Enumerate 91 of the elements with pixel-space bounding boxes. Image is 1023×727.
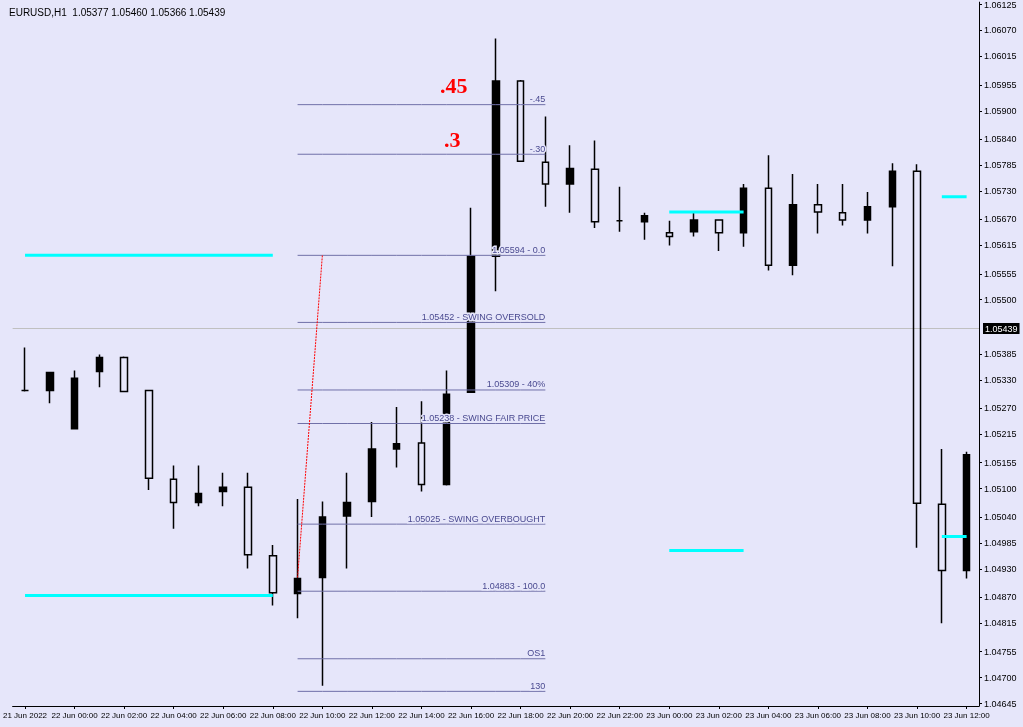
y-tick-label: 1.05955	[984, 79, 1017, 90]
x-tick-label: 22 Jun 06:00	[200, 710, 247, 720]
candlestick	[243, 471, 253, 570]
series-label: -.45	[529, 94, 546, 105]
y-tick-label: 1.05615	[984, 240, 1017, 251]
y-tick-label: 1.04870	[984, 592, 1017, 603]
annotation: .3	[444, 126, 461, 152]
candlestick	[912, 163, 922, 549]
candlestick	[739, 183, 748, 248]
ref-line-label: 1.05439	[985, 323, 1018, 334]
candlestick	[888, 162, 897, 267]
series-label: 1.05025 - SWING OVERBOUGHT	[407, 513, 546, 524]
candlestick	[392, 406, 401, 469]
y-tick-label: 1.04645	[984, 698, 1017, 709]
y-tick-label: 1.05500	[984, 294, 1017, 305]
candlestick	[70, 369, 79, 430]
x-tick-label: 22 Jun 14:00	[398, 710, 446, 720]
candlestick	[665, 220, 674, 247]
candlestick	[268, 544, 278, 607]
candlestick	[45, 371, 55, 404]
chart-title: EURUSD,H1 1.05377 1.05460 1.05366 1.05439	[9, 6, 226, 18]
candlestick	[565, 144, 575, 214]
candlestick	[318, 500, 327, 687]
candlestick	[962, 451, 971, 580]
x-tick-label: 23 Jun 06:00	[794, 710, 842, 720]
x-tick-label: 22 Jun 04:00	[150, 710, 198, 720]
x-tick-label: 23 Jun 08:00	[844, 710, 892, 720]
x-tick-label: 22 Jun 12:00	[348, 710, 396, 720]
y-tick-label: 1.05270	[984, 403, 1017, 414]
y-tick-label: 1.04755	[984, 646, 1017, 657]
y-tick-label: 1.06070	[984, 25, 1017, 36]
y-tick-label: 1.05330	[984, 375, 1017, 386]
y-tick-label: 1.05840	[984, 134, 1017, 145]
x-tick-label: 23 Jun 12:00	[943, 710, 991, 720]
candlestick	[689, 211, 699, 238]
candlestick	[20, 346, 30, 393]
candlestick	[838, 183, 847, 227]
y-tick-label: 1.05385	[984, 349, 1017, 360]
x-tick-label: 21 Jun 2022	[2, 710, 48, 720]
y-tick-label: 1.05785	[984, 160, 1017, 171]
y-tick-label: 1.06015	[984, 51, 1017, 62]
candlestick	[590, 139, 600, 229]
x-tick-label: 23 Jun 04:00	[745, 710, 793, 720]
y-tick-label: 1.04930	[984, 564, 1017, 575]
x-tick-label: 22 Jun 16:00	[447, 710, 495, 720]
candlestick	[788, 173, 798, 276]
candlestick	[119, 355, 129, 393]
candlestick	[367, 421, 377, 518]
x-tick-label: 22 Jun 22:00	[596, 710, 644, 720]
candlestick	[293, 498, 302, 619]
candlestick	[218, 471, 228, 507]
x-tick-label: 22 Jun 08:00	[249, 710, 297, 720]
y-tick-label: 1.05670	[984, 214, 1017, 225]
candlestick	[937, 448, 947, 625]
y-tick-label: 1.05155	[984, 457, 1017, 468]
series-label: -.30	[529, 143, 546, 154]
series-label: 1.05309 - 40%	[486, 379, 546, 390]
y-tick-label: 1.06125	[984, 0, 1017, 10]
x-tick-label: 22 Jun 18:00	[497, 710, 545, 720]
y-tick-label: 1.05100	[984, 483, 1017, 494]
y-tick-label: 1.04985	[984, 538, 1017, 549]
series-label: 1.04883 - 100.0	[482, 580, 546, 591]
series-label: OS1	[527, 648, 546, 659]
y-tick-label: 1.05040	[984, 512, 1017, 523]
candlestick	[516, 79, 525, 163]
candlestick	[813, 183, 823, 235]
y-tick-label: 1.05555	[984, 268, 1017, 279]
candlestick	[863, 191, 872, 235]
annotation: .45	[440, 72, 468, 98]
candlestick	[615, 186, 624, 233]
x-tick-label: 22 Jun 02:00	[100, 710, 148, 720]
candlestick	[640, 212, 649, 241]
candlestick	[144, 389, 154, 491]
candlestick	[169, 464, 178, 530]
x-tick-label: 23 Jun 00:00	[646, 710, 693, 720]
candlestick	[95, 353, 104, 388]
x-tick-label: 23 Jun 02:00	[695, 710, 743, 720]
x-tick-label: 22 Jun 00:00	[51, 710, 99, 720]
x-tick-label: 22 Jun 10:00	[299, 710, 347, 720]
y-tick-label: 1.05730	[984, 186, 1017, 197]
y-tick-label: 1.05215	[984, 429, 1017, 440]
series-label: 130	[530, 680, 546, 691]
candlestick	[194, 464, 203, 507]
x-tick-label: 22 Jun 20:00	[547, 710, 594, 720]
y-tick-label: 1.04815	[984, 618, 1017, 629]
y-tick-label: 1.04700	[984, 672, 1017, 683]
x-tick-label: 23 Jun 10:00	[893, 710, 941, 720]
candlestick	[342, 471, 352, 570]
candlestick	[764, 154, 773, 272]
candlestick	[714, 219, 724, 252]
y-tick-label: 1.05900	[984, 105, 1017, 116]
